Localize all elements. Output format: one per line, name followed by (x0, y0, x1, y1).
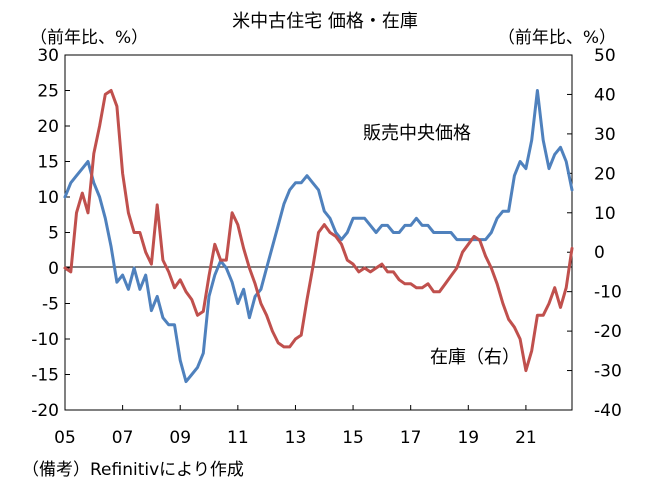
left-tick-label: 30 (37, 46, 59, 66)
right-tick-label: 10 (594, 204, 616, 224)
x-tick-label: 05 (54, 428, 76, 448)
source-note: （備考）Refinitivにより作成 (22, 460, 244, 480)
left-tick-label: 0 (48, 259, 59, 279)
left-tick-label: 20 (37, 117, 59, 137)
series-label-price: 販売中央価格 (363, 123, 471, 144)
left-tick-label: 5 (48, 224, 59, 244)
right-tick-label: -10 (594, 283, 622, 303)
left-tick-label: 25 (37, 82, 59, 102)
x-tick-label: 21 (515, 428, 537, 448)
chart-title: 米中古住宅 価格・在庫 (232, 11, 418, 32)
left-tick-label: -10 (31, 330, 59, 350)
right-tick-label: 0 (594, 243, 605, 263)
left-axis: 30 25 20 15 10 5 0 -5 -10 -15 -20 (31, 46, 70, 421)
x-tick-label: 17 (400, 428, 422, 448)
x-tick-label: 19 (457, 428, 479, 448)
left-tick-label: -15 (31, 366, 59, 386)
right-tick-label: 30 (594, 125, 616, 145)
right-tick-label: 20 (594, 164, 616, 184)
series-label-inventory: 在庫（右） (430, 347, 520, 368)
x-axis: 05 07 09 11 13 15 17 19 21 (54, 405, 537, 448)
right-axis: 50 40 30 20 10 0 -10 -20 -30 -40 (567, 46, 622, 421)
x-tick-label: 15 (342, 428, 364, 448)
series-line-inventory (63, 89, 574, 373)
x-tick-label: 11 (227, 428, 249, 448)
right-tick-label: 50 (594, 46, 616, 66)
right-axis-unit: （前年比、%） (498, 28, 616, 48)
series-layer (63, 89, 574, 384)
right-tick-label: 40 (594, 85, 616, 105)
right-tick-label: -20 (594, 322, 622, 342)
x-tick-label: 09 (169, 428, 191, 448)
left-axis-unit: （前年比、%） (30, 28, 148, 48)
right-tick-label: -40 (594, 401, 622, 421)
left-tick-label: -20 (31, 401, 59, 421)
left-tick-label: -5 (42, 295, 59, 315)
left-tick-label: 10 (37, 188, 59, 208)
x-tick-label: 13 (285, 428, 307, 448)
right-tick-label: -30 (594, 362, 622, 382)
left-tick-label: 15 (37, 153, 59, 173)
series-line-price (63, 89, 574, 384)
x-tick-label: 07 (112, 428, 134, 448)
